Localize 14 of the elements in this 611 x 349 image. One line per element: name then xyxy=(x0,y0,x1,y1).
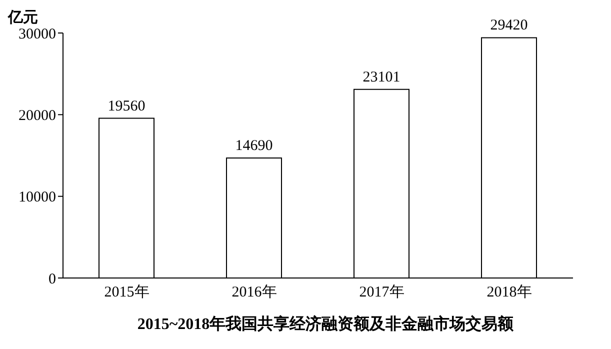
data-label: 23101 xyxy=(362,69,400,86)
x-tick-label: 2016年 xyxy=(232,284,277,301)
y-tick-label: 30000 xyxy=(18,26,56,42)
data-label: 29420 xyxy=(490,18,528,34)
x-tick-label: 2017年 xyxy=(359,284,404,301)
x-tick-label: 2018年 xyxy=(486,284,532,301)
y-tick-label: 20000 xyxy=(18,108,56,124)
x-tick-label: 2015年 xyxy=(104,284,150,301)
y-tick-label: 10000 xyxy=(18,190,56,206)
text: 2015~2018年我国共享经济融资额及非金融市场交易额 xyxy=(136,314,515,335)
y-tick-label: 0 xyxy=(48,271,56,288)
data-label: 14690 xyxy=(235,138,273,154)
y-axis-title: 亿元 xyxy=(8,8,38,27)
data-label: 19560 xyxy=(108,98,146,114)
